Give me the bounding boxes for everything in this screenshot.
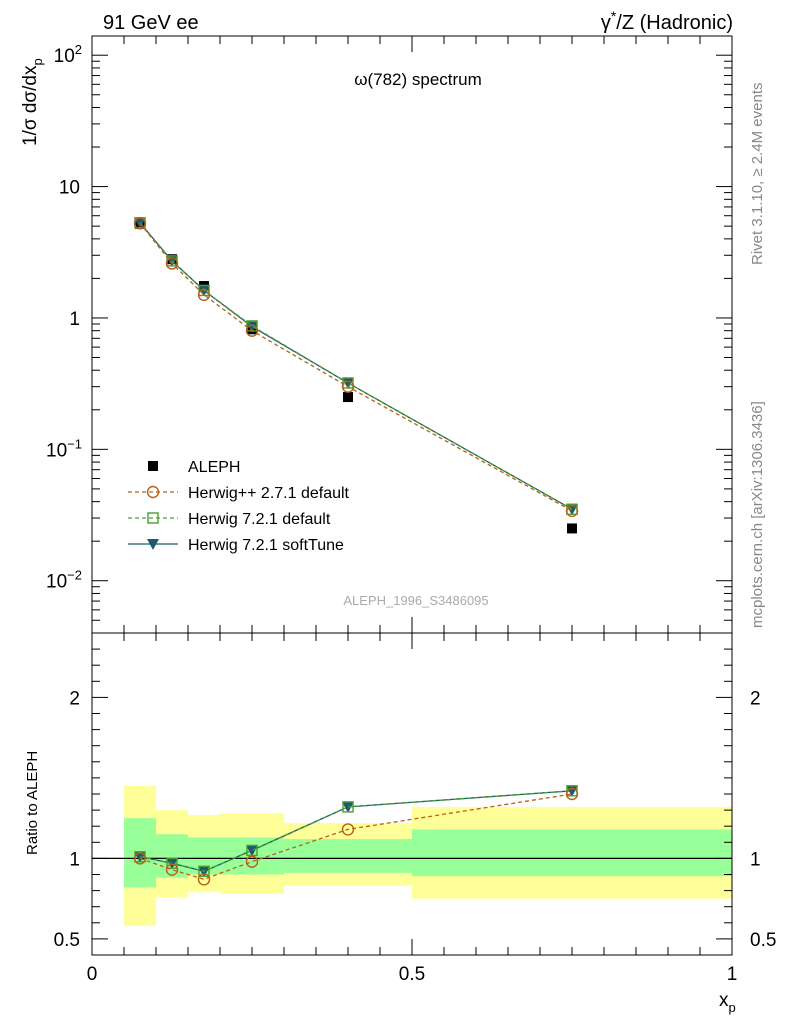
data-point-aleph-4	[343, 392, 353, 403]
ratio-point-herwig-2-7-1-default-2	[197, 873, 211, 886]
y-tick-label: 102	[54, 42, 82, 67]
main-point-herwig-2-7-1-default-0	[133, 217, 147, 230]
ratio-panel: 0.5 0.5 1 1 2 2 0 0.5 1 Ratio to ALEPH xp	[24, 632, 776, 1015]
y-axis-title: 1/σ dσ/dxp	[20, 58, 45, 146]
ratio-plot-frame	[91, 632, 733, 956]
band-inner-1	[156, 834, 188, 878]
ratio-point-herwig-2-7-1-default-0	[133, 852, 147, 865]
main-line-herwig-2-7-1-default	[139, 222, 573, 512]
x-tick-label: 0	[87, 964, 98, 985]
legend-label: Herwig 7.2.1 default	[188, 511, 331, 528]
ratio-y-tick-label-right: 0.5	[750, 930, 776, 951]
watermark: ALEPH_1996_S3486095	[343, 593, 488, 608]
ratio-y-tick-label: 1	[69, 849, 80, 870]
y-tick-label: 10−2	[46, 568, 82, 593]
band-inner-4	[284, 839, 412, 873]
main-plot-area	[133, 217, 579, 534]
ratio-y-tick-label-right: 1	[750, 849, 761, 870]
ratio-y-tick-label: 2	[69, 688, 80, 709]
rivet-label: Rivet 3.1.10, ≥ 2.4M events	[749, 83, 766, 266]
ratio-point-herwig-2-7-1-default-1	[165, 863, 179, 876]
x-tick-label: 1	[727, 964, 738, 985]
ratio-axis-ticks: 0.5 0.5 1 1 2 2 0 0.5 1	[54, 632, 776, 985]
x-axis-title: xp	[719, 990, 736, 1015]
ratio-point-herwig-7-2-1-softtune-4	[342, 801, 354, 813]
legend-marker	[146, 485, 160, 499]
main-point-herwig-7-2-1-default-4	[342, 377, 354, 389]
ratio-uncertainty-bands	[92, 785, 732, 927]
x-tick-label: 0.5	[399, 964, 425, 985]
main-line-herwig-7-2-1-softtune	[139, 222, 573, 510]
ratio-point-herwig-7-2-1-default-4	[342, 801, 354, 813]
legend-marker	[147, 512, 159, 524]
ratio-point-herwig-7-2-1-softtune-3	[246, 845, 258, 857]
ratio-point-herwig-2-7-1-default-3	[245, 855, 259, 868]
ratio-point-herwig-2-7-1-default-5	[565, 787, 579, 801]
ratio-point-herwig-7-2-1-softtune-5	[566, 785, 578, 797]
ratio-point-herwig-7-2-1-default-3	[246, 844, 258, 857]
ratio-plot-area	[133, 785, 579, 886]
ratio-y-axis-title: Ratio to ALEPH	[24, 751, 41, 855]
legend-marker	[148, 461, 158, 471]
mcplots-label: mcplots.cern.ch [arXiv:1306.3436]	[749, 401, 766, 628]
main-point-herwig-2-7-1-default-5	[565, 504, 579, 518]
main-point-herwig-2-7-1-default-3	[245, 324, 259, 337]
y-tick-label: 10	[59, 178, 80, 199]
band-inner-5	[412, 829, 732, 877]
ratio-point-herwig-7-2-1-default-1	[166, 857, 178, 869]
main-point-herwig-2-7-1-default-1	[165, 257, 179, 270]
y-tick-label: 1	[69, 309, 80, 330]
ratio-y-tick-label: 0.5	[54, 930, 80, 951]
ratio-y-tick-label-right: 2	[750, 688, 761, 709]
ratio-line-herwig-7-2-1-default	[139, 790, 573, 872]
header-left: 91 GeV ee	[103, 12, 199, 34]
legend-label: Herwig 7.2.1 softTune	[188, 537, 344, 554]
legend-label: Herwig++ 2.7.1 default	[188, 485, 350, 502]
main-point-herwig-2-7-1-default-2	[197, 288, 211, 302]
data-point-aleph-5	[567, 523, 577, 534]
main-point-herwig-2-7-1-default-4	[341, 380, 355, 393]
header-right: γ*/Z (Hadronic)	[601, 8, 733, 34]
legend: ALEPH Herwig++ 2.7.1 default Herwig 7.2.1 …	[128, 459, 350, 554]
y-tick-label: 10−1	[46, 436, 82, 461]
ratio-point-herwig-7-2-1-default-2	[198, 865, 210, 877]
main-point-herwig-7-2-1-default-2	[198, 284, 210, 297]
main-panel: 10−2 10−1 1 10 102 ω(782) spectrum ALEPH_199…	[20, 35, 733, 634]
legend-marker	[147, 539, 159, 550]
ratio-point-herwig-2-7-1-default-4	[341, 823, 355, 836]
main-plot-title: ω(782) spectrum	[354, 70, 482, 89]
main-axis-ticks: 10−2 10−1 1 10 102	[46, 36, 733, 634]
legend-label: ALEPH	[188, 459, 240, 476]
